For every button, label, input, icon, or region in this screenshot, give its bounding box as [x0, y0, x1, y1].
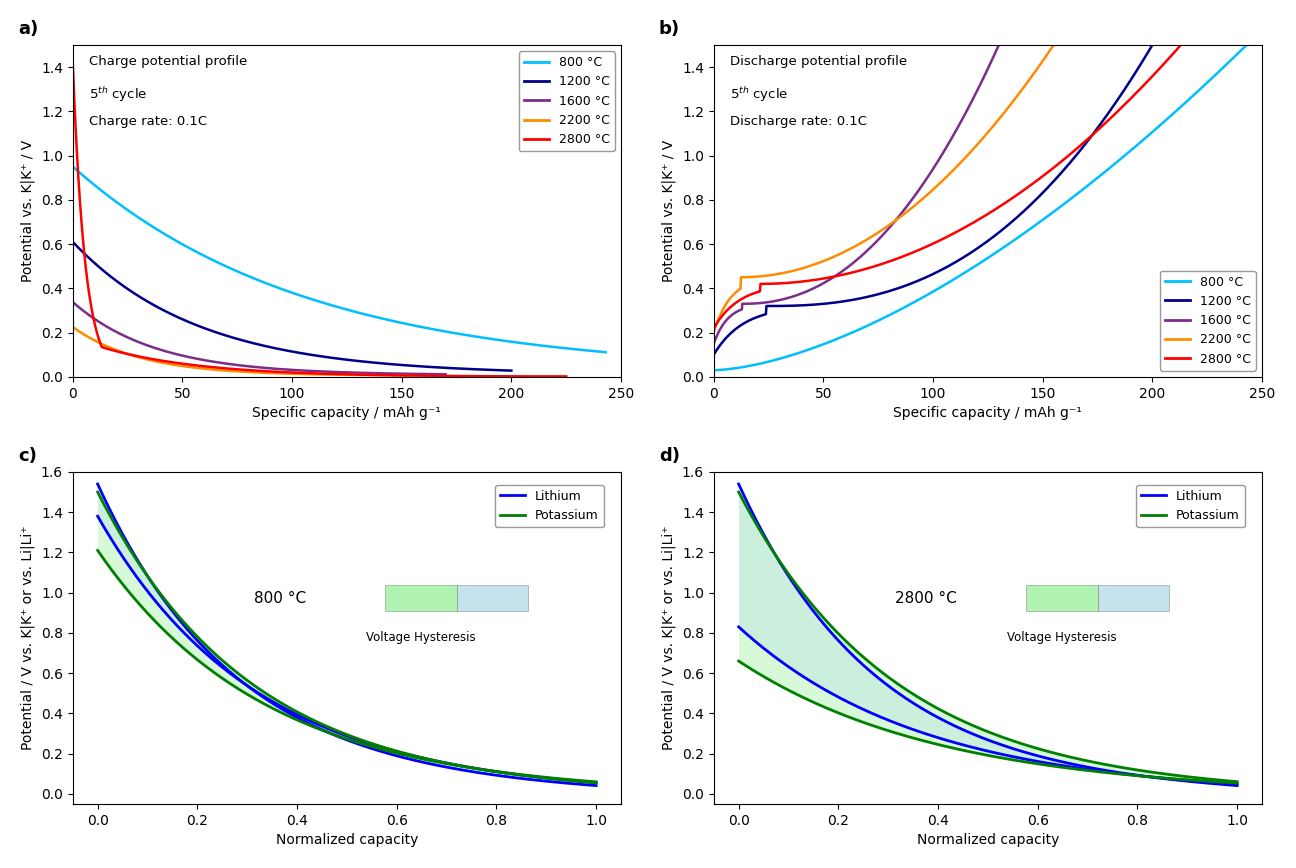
Legend: Lithium, Potassium: Lithium, Potassium: [495, 485, 604, 527]
Legend: 800 °C, 1200 °C, 1600 °C, 2200 °C, 2800 °C: 800 °C, 1200 °C, 1600 °C, 2200 °C, 2800 …: [1160, 271, 1256, 371]
Legend: Lithium, Potassium: Lithium, Potassium: [1137, 485, 1245, 527]
X-axis label: Specific capacity / mAh g⁻¹: Specific capacity / mAh g⁻¹: [893, 406, 1082, 420]
Text: b): b): [658, 20, 680, 38]
Text: 5$^{th}$ cycle: 5$^{th}$ cycle: [730, 85, 788, 103]
Bar: [456, 585, 527, 611]
Text: Discharge potential profile: Discharge potential profile: [730, 55, 907, 68]
Text: d): d): [658, 447, 680, 465]
Y-axis label: Potential / V vs. K|K⁺ or vs. Li|Li⁺: Potential / V vs. K|K⁺ or vs. Li|Li⁺: [662, 526, 677, 750]
Bar: [385, 585, 456, 611]
X-axis label: Normalized capacity: Normalized capacity: [916, 833, 1059, 847]
Text: a): a): [18, 20, 38, 38]
Text: c): c): [18, 447, 36, 465]
X-axis label: Normalized capacity: Normalized capacity: [276, 833, 419, 847]
Legend: 800 °C, 1200 °C, 1600 °C, 2200 °C, 2800 °C: 800 °C, 1200 °C, 1600 °C, 2200 °C, 2800 …: [518, 51, 614, 151]
Y-axis label: Potential vs. K|K⁺ / V: Potential vs. K|K⁺ / V: [662, 140, 677, 282]
Y-axis label: Potential / V vs. K|K⁺ or vs. Li|Li⁺: Potential / V vs. K|K⁺ or vs. Li|Li⁺: [21, 526, 35, 750]
Text: Charge potential profile: Charge potential profile: [89, 55, 248, 68]
Text: 2800 °C: 2800 °C: [894, 590, 956, 606]
Bar: [1026, 585, 1098, 611]
X-axis label: Specific capacity / mAh g⁻¹: Specific capacity / mAh g⁻¹: [253, 406, 442, 420]
Text: 5$^{th}$ cycle: 5$^{th}$ cycle: [89, 85, 148, 103]
Text: Voltage Hysteresis: Voltage Hysteresis: [1007, 631, 1117, 644]
Text: Discharge rate: 0.1C: Discharge rate: 0.1C: [730, 115, 867, 128]
Bar: [1098, 585, 1169, 611]
Y-axis label: Potential vs. K|K⁺ / V: Potential vs. K|K⁺ / V: [21, 140, 35, 282]
Text: 800 °C: 800 °C: [254, 590, 306, 606]
Text: Charge rate: 0.1C: Charge rate: 0.1C: [89, 115, 207, 128]
Text: Voltage Hysteresis: Voltage Hysteresis: [365, 631, 476, 644]
